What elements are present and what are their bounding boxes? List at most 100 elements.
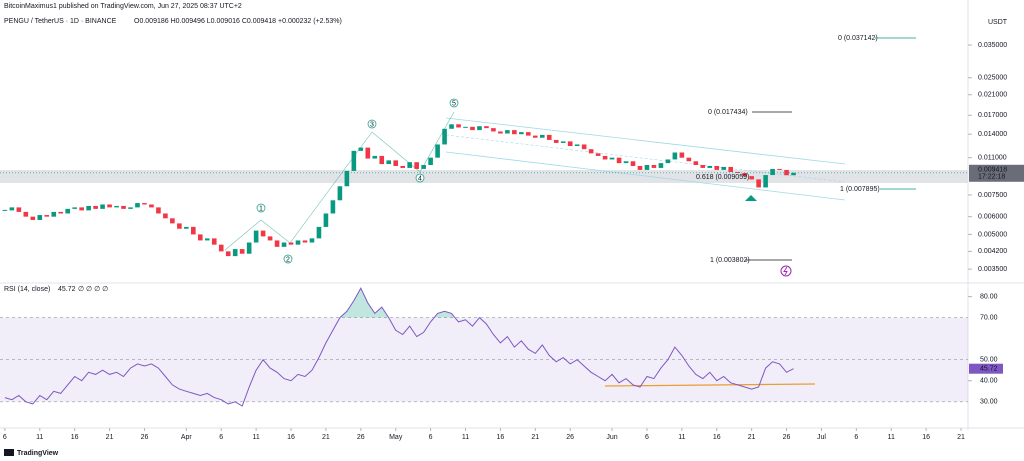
candle bbox=[135, 203, 140, 208]
publisher: BitcoinMaximus1 published on TradingView… bbox=[4, 3, 242, 10]
channel-line bbox=[445, 151, 846, 201]
candle bbox=[539, 134, 545, 138]
currency: USDT bbox=[988, 19, 1008, 26]
candle bbox=[30, 216, 36, 220]
candle bbox=[177, 223, 182, 229]
candle bbox=[330, 200, 336, 214]
candle bbox=[142, 203, 147, 205]
rsi-value: 45.72 bbox=[58, 286, 76, 293]
event-icon-bolt bbox=[783, 266, 788, 276]
candle bbox=[16, 207, 22, 212]
wave-marker bbox=[449, 98, 459, 108]
x-tick-label: Jul bbox=[817, 434, 826, 441]
y-tick-label: 0.021000 bbox=[978, 92, 1007, 99]
y-tick-label: 30.00 bbox=[980, 399, 998, 406]
candle bbox=[442, 128, 447, 145]
x-tick-label: 26 bbox=[357, 434, 365, 441]
candle bbox=[693, 161, 699, 166]
candle bbox=[700, 165, 706, 168]
support-zone bbox=[0, 170, 968, 183]
candle bbox=[260, 230, 266, 237]
candle bbox=[532, 135, 538, 138]
candle bbox=[470, 126, 475, 131]
candle bbox=[344, 170, 350, 187]
y-tick-label: 0.003500 bbox=[978, 266, 1007, 273]
rsi-settings: ∅ ∅ ∅ ∅ bbox=[78, 286, 108, 293]
candle bbox=[428, 157, 433, 166]
y-tick-label: 0.005000 bbox=[978, 231, 1007, 238]
rsi-line bbox=[4, 287, 794, 407]
candle bbox=[791, 172, 796, 176]
candle bbox=[609, 157, 615, 160]
candle bbox=[184, 226, 189, 229]
x-tick-label: 16 bbox=[497, 434, 505, 441]
candle bbox=[225, 251, 231, 257]
x-tick-label: 26 bbox=[566, 434, 574, 441]
candle bbox=[239, 249, 245, 254]
y-tick-label: 80.00 bbox=[980, 293, 998, 300]
candle bbox=[100, 204, 105, 209]
rsi-trendline bbox=[604, 383, 816, 387]
candle bbox=[526, 132, 531, 136]
candle bbox=[672, 152, 678, 160]
candle bbox=[407, 162, 412, 168]
candle bbox=[337, 186, 343, 201]
wave-path bbox=[224, 111, 455, 251]
candle bbox=[365, 147, 371, 159]
x-tick-label: 16 bbox=[922, 434, 930, 441]
x-tick-label: 11 bbox=[462, 434, 469, 441]
candle bbox=[707, 165, 713, 168]
candle bbox=[777, 168, 782, 170]
candle bbox=[623, 161, 629, 164]
x-tick-label: 11 bbox=[678, 434, 685, 441]
candle bbox=[281, 242, 287, 247]
candle bbox=[2, 209, 8, 211]
candle bbox=[351, 150, 357, 171]
candle bbox=[449, 124, 454, 129]
quote: O0.009186 H0.009496 L0.009016 C0.009418 … bbox=[134, 18, 342, 25]
candle bbox=[218, 244, 224, 252]
candle bbox=[274, 240, 280, 247]
candle bbox=[756, 179, 761, 188]
y-tick-label: 0.035000 bbox=[978, 42, 1007, 49]
x-tick-label: 21 bbox=[531, 434, 539, 441]
candle bbox=[498, 131, 503, 134]
rsi-last: 45.72 bbox=[980, 366, 998, 373]
candle bbox=[567, 141, 573, 147]
candle bbox=[484, 126, 489, 129]
candle bbox=[107, 204, 112, 208]
candle bbox=[149, 204, 154, 208]
candle bbox=[72, 207, 77, 209]
candle bbox=[400, 165, 405, 168]
candle bbox=[735, 171, 740, 173]
y-tick-label: 0.014000 bbox=[978, 131, 1007, 138]
candle bbox=[588, 149, 594, 154]
candle bbox=[763, 175, 768, 188]
candle bbox=[156, 207, 161, 214]
x-tick-label: 21 bbox=[322, 434, 330, 441]
candle bbox=[770, 168, 775, 176]
candle bbox=[728, 166, 734, 172]
logo bbox=[4, 449, 14, 456]
fib-label: 0 (0.017434) bbox=[708, 109, 748, 116]
candle bbox=[393, 160, 399, 166]
candle bbox=[637, 165, 643, 170]
candle bbox=[379, 155, 385, 165]
wave-label: 2 bbox=[286, 256, 290, 263]
candle bbox=[372, 155, 378, 159]
candle bbox=[665, 159, 671, 164]
y-tick-label: 0.004200 bbox=[978, 248, 1007, 255]
candle bbox=[302, 240, 308, 243]
wave-label: 3 bbox=[370, 121, 374, 128]
x-tick-label: 11 bbox=[888, 434, 895, 441]
candle bbox=[288, 242, 294, 245]
y-tick-label: 0.006000 bbox=[978, 214, 1007, 221]
signal-arrow bbox=[745, 195, 757, 201]
last-price: 0.009418 bbox=[978, 167, 1007, 174]
y-tick-label: 0.025000 bbox=[978, 75, 1007, 82]
wave-marker bbox=[367, 119, 377, 129]
candle bbox=[309, 238, 315, 243]
candle bbox=[246, 242, 252, 254]
